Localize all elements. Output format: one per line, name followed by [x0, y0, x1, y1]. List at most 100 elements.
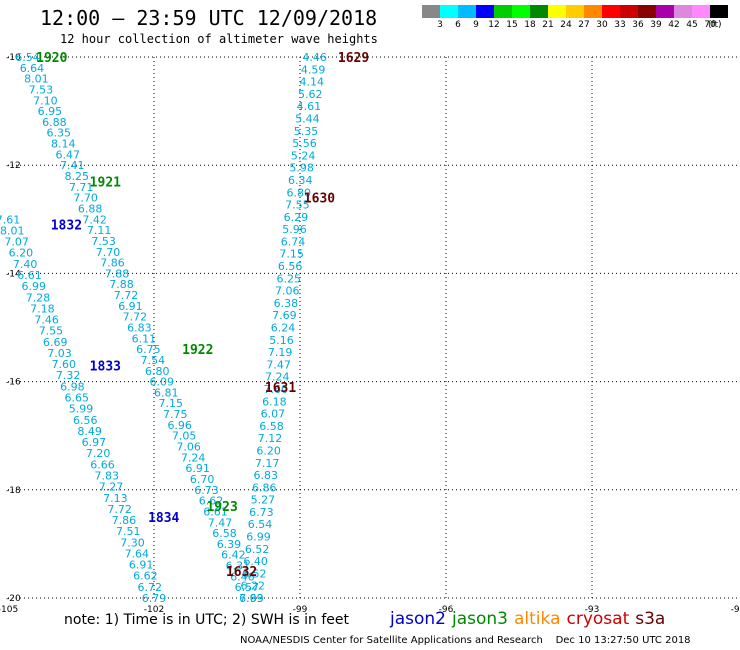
swh-value: 7.10: [33, 94, 58, 107]
swh-value: 6.22: [241, 580, 266, 593]
colorbar-swatch: [674, 5, 692, 18]
swh-value: 7.41: [60, 159, 85, 172]
colorbar-swatch: [620, 5, 638, 18]
y-tick-label: -10: [6, 53, 21, 63]
swh-value: 7.72: [123, 311, 148, 324]
swh-value: 6.70: [190, 473, 215, 486]
swh-value: 7.24: [181, 451, 206, 464]
swh-value: 6.20: [9, 247, 34, 260]
swh-value: 6.62: [133, 570, 158, 583]
colorbar-label: 39: [650, 20, 662, 30]
colorbar-label: 18: [524, 20, 536, 30]
swh-value: 6.83: [253, 469, 278, 482]
swh-value: 7.20: [86, 447, 111, 460]
swh-value: 6.97: [82, 436, 107, 449]
colorbar-swatch: [494, 5, 512, 18]
swh-value: 7.55: [285, 199, 310, 212]
swh-value: 7.54: [141, 354, 166, 367]
swh-value: 5.24: [291, 149, 316, 162]
swh-value: 6.29: [284, 211, 309, 224]
swh-value: 7.30: [120, 536, 145, 549]
swh-value: 7.13: [103, 492, 128, 505]
swh-value: 7.06: [275, 285, 300, 298]
legend-cryosat: cryosat: [566, 609, 630, 629]
swh-value: 7.60: [264, 383, 289, 396]
swh-value: 6.31: [226, 560, 251, 573]
swh-value: 7.88: [105, 267, 130, 280]
swh-value: 4.61: [297, 100, 322, 113]
chart-subtitle: 12 hour collection of altimeter wave hei…: [60, 32, 378, 46]
swh-value: 6.80: [145, 365, 170, 378]
swh-value: 6.91: [185, 462, 210, 475]
swh-value: 6.57: [235, 581, 260, 594]
y-tick-label: -16: [6, 378, 21, 388]
colorbar-label: 21: [542, 20, 554, 30]
swh-value: 6.25: [276, 272, 301, 285]
x-tick-label: -105: [0, 605, 18, 615]
swh-value: 7.55: [39, 325, 64, 338]
pass-time-label: 1630: [304, 192, 335, 207]
swh-value: 6.99: [246, 531, 271, 544]
colorbar-label: 30: [596, 20, 608, 30]
swh-value: 7.47: [266, 358, 291, 371]
legend-jason3: jason3: [452, 609, 508, 629]
colorbar-swatch: [710, 5, 728, 18]
pass-time-label: 1834: [148, 511, 179, 526]
swh-value: 7.75: [163, 408, 188, 421]
swh-value: 7.60: [52, 358, 77, 371]
x-tick-label: -96: [439, 605, 454, 615]
swh-value: 6.73: [194, 484, 219, 497]
swh-value: 6.75: [136, 343, 161, 356]
colorbar-swatch: [638, 5, 656, 18]
swh-value: 5.16: [269, 334, 294, 347]
swh-value: 7.06: [176, 441, 201, 454]
swh-value: 6.24: [271, 322, 296, 335]
y-tick-label: -20: [6, 594, 21, 604]
swh-value: 7.83: [95, 469, 120, 482]
swh-value: 4.46: [302, 51, 327, 64]
swh-value: 6.42: [221, 549, 246, 562]
swh-value: 6.86: [252, 481, 277, 494]
legend-altika: altika: [514, 609, 561, 629]
legend-s3a: s3a: [635, 609, 666, 629]
units-note: note: 1) Time is in UTC; 2) SWH is in fe…: [64, 612, 350, 628]
swh-value: 7.15: [158, 397, 183, 410]
swh-value: 6.35: [47, 127, 72, 140]
swh-value: 7.61: [0, 213, 20, 226]
swh-value: 4.14: [299, 76, 324, 89]
swh-value: 6.98: [60, 380, 85, 393]
colorbar-swatch: [692, 5, 710, 18]
swh-value: 6.40: [243, 555, 268, 568]
colorbar-label: 6: [455, 20, 461, 30]
swh-value: 6.54: [15, 51, 40, 64]
swh-value: 6.65: [64, 392, 89, 405]
swh-value: 5.96: [282, 223, 307, 236]
swh-value: 6.46: [230, 570, 255, 583]
colorbar-label: 33: [614, 20, 626, 30]
swh-value: 7.64: [125, 547, 150, 560]
pass-time-label: 1631: [265, 381, 296, 396]
swh-value: 6.18: [262, 395, 287, 408]
credit-line: NOAA/NESDIS Center for Satellite Applica…: [240, 635, 691, 646]
swh-value: 5.27: [251, 494, 276, 507]
swh-value: 7.53: [91, 235, 116, 248]
colorbar-swatch: [656, 5, 674, 18]
colorbar-swatch: [512, 5, 530, 18]
colorbar-label: 42: [668, 20, 680, 30]
x-tick-label: -102: [144, 605, 164, 615]
swh-value: 6.69: [43, 336, 68, 349]
y-tick-label: -14: [6, 269, 21, 279]
swh-value: 8.01: [0, 224, 25, 237]
swh-value: 8.49: [77, 425, 102, 438]
colorbar-label: 27: [578, 20, 590, 30]
swh-value: 6.38: [274, 297, 299, 310]
swh-value: 6.11: [132, 332, 157, 345]
swh-value: 6.99: [239, 592, 264, 605]
swh-value: 7.15: [279, 248, 304, 261]
swh-value: 8.01: [24, 73, 49, 86]
swh-value: 7.19: [268, 346, 293, 359]
swh-value: 8.25: [64, 170, 89, 183]
swh-value: 7.11: [87, 224, 112, 237]
colorbar-label: 3: [437, 20, 443, 30]
swh-value: 6.64: [20, 62, 45, 75]
